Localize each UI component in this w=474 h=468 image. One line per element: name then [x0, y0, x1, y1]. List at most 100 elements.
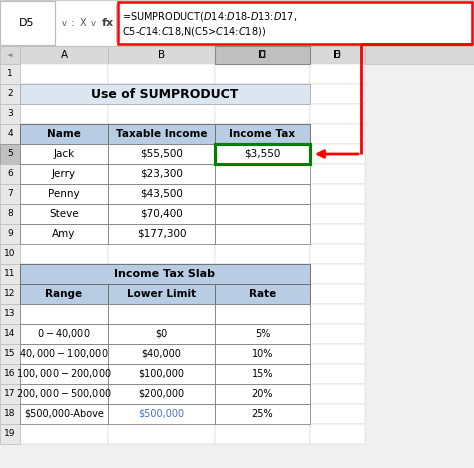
Bar	[108, 124, 215, 144]
Bar	[0, 224, 20, 244]
Bar	[215, 164, 310, 184]
Bar	[215, 184, 310, 204]
Bar	[310, 244, 365, 264]
Text: 9: 9	[7, 229, 13, 239]
Bar	[310, 264, 365, 284]
Bar	[20, 204, 108, 224]
Bar	[215, 124, 310, 144]
Text: 15: 15	[4, 350, 16, 358]
Bar	[20, 84, 310, 104]
Bar	[20, 204, 108, 224]
Bar	[310, 384, 365, 404]
Bar	[310, 204, 365, 224]
Text: Jack: Jack	[54, 149, 74, 159]
Bar	[108, 284, 215, 304]
Bar	[215, 284, 310, 304]
Bar	[310, 424, 365, 444]
Bar	[20, 104, 108, 124]
Text: 13: 13	[4, 309, 16, 319]
Bar	[215, 284, 310, 304]
Bar	[215, 144, 310, 164]
Text: C: C	[259, 50, 266, 60]
Bar	[310, 46, 365, 64]
Bar	[20, 304, 108, 324]
Bar	[215, 84, 310, 104]
Bar	[310, 144, 365, 164]
Bar	[108, 224, 215, 244]
Bar	[20, 124, 108, 144]
Bar	[215, 304, 310, 324]
Bar	[0, 46, 20, 64]
Bar	[20, 284, 108, 304]
Bar	[215, 304, 310, 324]
Bar	[108, 384, 215, 404]
Bar	[0, 1, 55, 45]
Text: Amy: Amy	[52, 229, 76, 239]
Bar	[108, 244, 215, 264]
Text: 5%: 5%	[255, 329, 270, 339]
Text: $500,000-Above: $500,000-Above	[24, 409, 104, 419]
Bar	[310, 344, 365, 364]
Text: Taxable Income: Taxable Income	[116, 129, 207, 139]
Bar	[215, 204, 310, 224]
Bar	[108, 184, 215, 204]
Bar	[0, 164, 20, 184]
Bar	[215, 404, 310, 424]
Bar	[118, 2, 472, 44]
Text: C5-$C$14:$C$18,N(C5>$C$14:$C$18)): C5-$C$14:$C$18,N(C5>$C$14:$C$18))	[122, 25, 266, 38]
Bar	[0, 304, 20, 324]
Text: Range: Range	[46, 289, 82, 299]
Text: $200,000: $200,000	[138, 389, 184, 399]
Text: $70,400: $70,400	[140, 209, 183, 219]
Bar	[108, 104, 215, 124]
Bar	[108, 204, 215, 224]
Bar	[108, 324, 215, 344]
Bar	[310, 124, 365, 144]
Text: Jerry: Jerry	[52, 169, 76, 179]
Bar	[215, 104, 310, 124]
Text: :: :	[71, 18, 75, 28]
Text: $40,000-$100,000: $40,000-$100,000	[19, 348, 109, 360]
Text: D: D	[258, 50, 266, 60]
Bar	[20, 424, 108, 444]
Text: 15%: 15%	[252, 369, 273, 379]
Bar	[310, 184, 365, 204]
Bar	[108, 224, 215, 244]
Bar	[215, 264, 310, 284]
Bar	[108, 46, 215, 64]
Bar	[310, 364, 365, 384]
Bar	[310, 84, 365, 104]
Bar	[20, 224, 108, 244]
Text: eldemy: eldemy	[156, 410, 187, 418]
Bar	[20, 304, 108, 324]
Text: Steve: Steve	[49, 209, 79, 219]
Text: v: v	[91, 19, 95, 28]
Bar	[215, 344, 310, 364]
Text: 2: 2	[7, 89, 13, 98]
Bar	[0, 64, 20, 84]
Bar	[0, 46, 474, 64]
Text: 7: 7	[7, 190, 13, 198]
Bar	[20, 124, 108, 144]
Bar	[215, 404, 310, 424]
Bar	[0, 0, 474, 46]
Text: $3,550: $3,550	[244, 149, 281, 159]
Text: Rate: Rate	[249, 289, 276, 299]
Bar	[0, 204, 20, 224]
Bar	[310, 46, 365, 64]
Bar	[20, 404, 108, 424]
Bar	[0, 324, 20, 344]
Text: 10%: 10%	[252, 349, 273, 359]
Bar	[108, 404, 215, 424]
Bar	[0, 424, 20, 444]
Bar	[0, 144, 20, 164]
Bar	[310, 304, 365, 324]
Text: 1: 1	[7, 70, 13, 79]
Bar	[0, 284, 20, 304]
Bar	[215, 364, 310, 384]
Bar	[108, 164, 215, 184]
Text: 12: 12	[4, 290, 16, 299]
Bar	[108, 404, 215, 424]
Bar	[0, 404, 20, 424]
Text: 18: 18	[4, 410, 16, 418]
